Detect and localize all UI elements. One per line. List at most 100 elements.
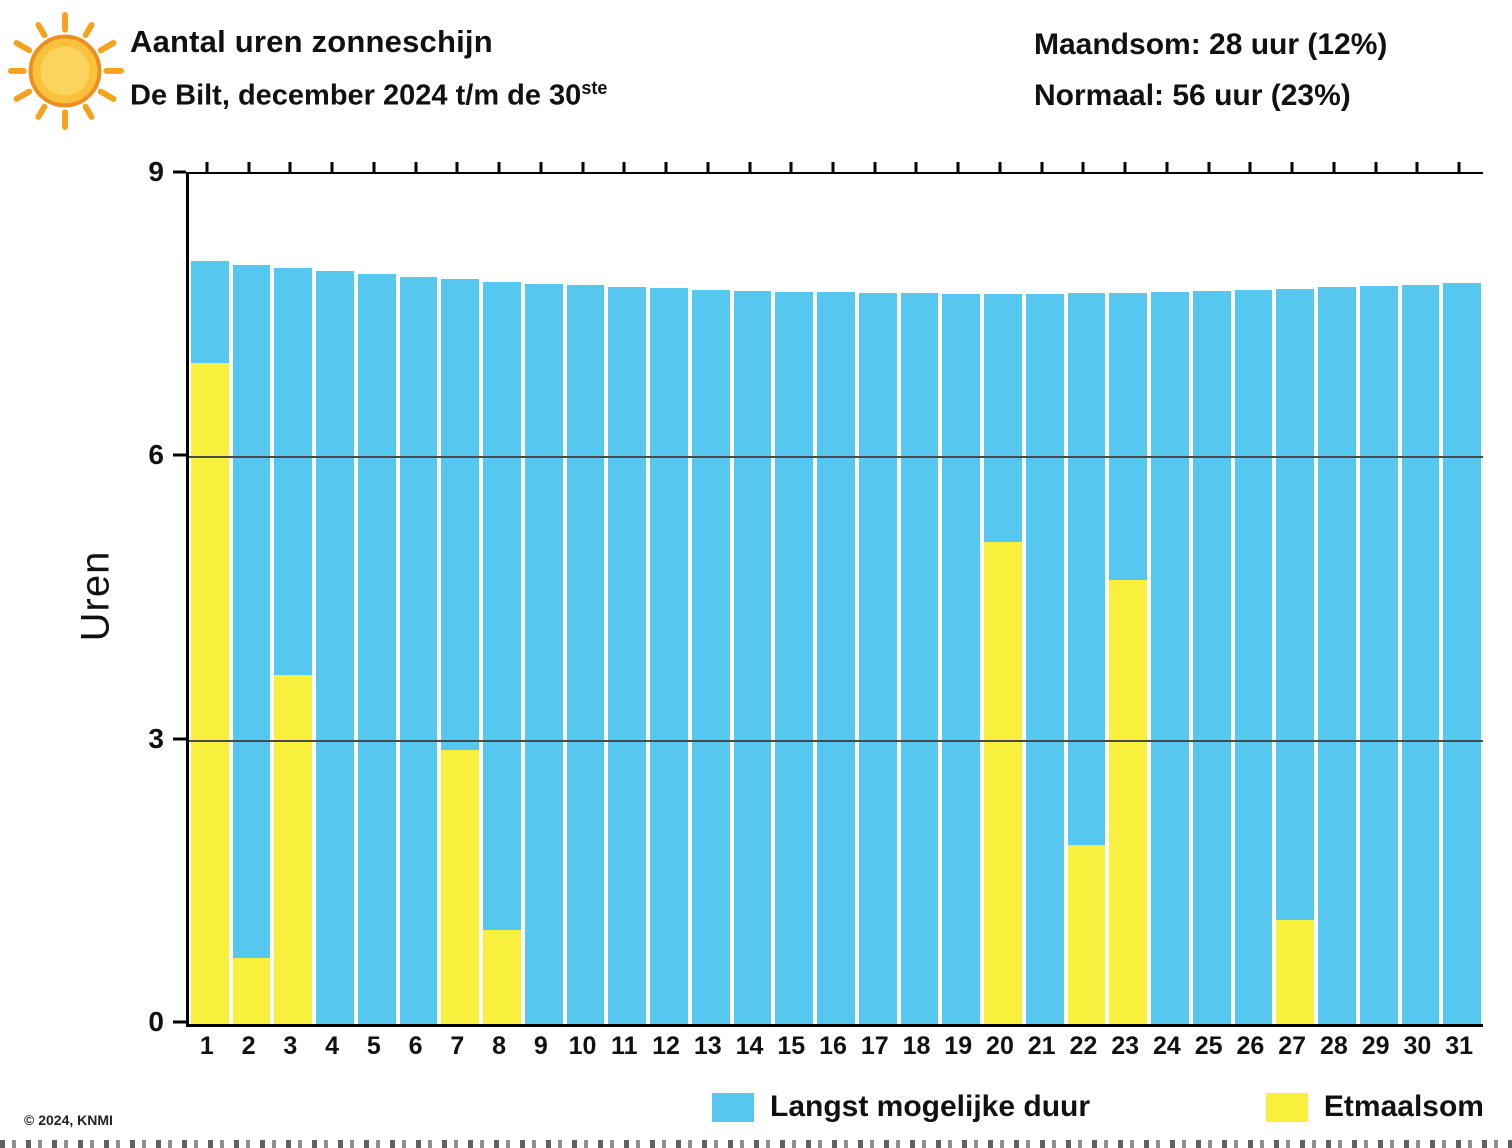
top-axis-tick: [956, 162, 960, 172]
x-tick-label-23: 23: [1111, 1032, 1140, 1060]
bar-slot-day-28: [1316, 174, 1358, 1024]
x-tick-label-28: 28: [1319, 1032, 1348, 1060]
bar-slot-day-30: [1400, 174, 1442, 1024]
top-axis-tick: [330, 162, 334, 172]
x-axis-labels: 1 2 3 4 5 6 7 8 9 10 11 12 13 14 15 16 17 18 19 20 21 22 23 24 2…: [186, 1032, 1480, 1066]
copyright-text: © 2024, KNMI: [24, 1112, 113, 1128]
top-axis-tick: [873, 162, 877, 172]
stat-normaal: Normaal: 56 uur (23%): [1034, 79, 1351, 112]
bar-slot-day-15: [773, 174, 815, 1024]
y-tick-label-0: 0: [148, 1006, 164, 1037]
bar-slot-day-6: [398, 174, 440, 1024]
x-tick-label-18: 18: [902, 1032, 931, 1060]
y-axis-tick: [173, 737, 186, 741]
legend-item-etmaalsom: Etmaalsom: [1265, 1090, 1484, 1124]
gridline-6: [189, 456, 1483, 459]
x-tick-label-10: 10: [568, 1032, 597, 1060]
bar-slot-day-3: [272, 174, 314, 1024]
bar-slot-day-7: [439, 174, 481, 1024]
y-axis-tick: [173, 453, 186, 457]
top-axis-tick: [1040, 162, 1044, 172]
top-axis-tick: [1081, 162, 1085, 172]
x-tick-label-8: 8: [492, 1032, 506, 1060]
bar-langst-day-19: [942, 293, 981, 1024]
bar-etmaalsom-day-1: [191, 362, 229, 1024]
bar-langst-day-28: [1318, 287, 1356, 1024]
x-tick-label-22: 22: [1069, 1032, 1098, 1060]
top-axis-tick: [1332, 162, 1336, 172]
x-tick-label-14: 14: [735, 1032, 764, 1060]
bar-etmaalsom-day-27: [1276, 920, 1315, 1024]
top-axis-tick: [205, 162, 209, 172]
gridline-3: [189, 739, 1483, 742]
bar-slot-day-18: [899, 174, 941, 1024]
top-axis-tick: [706, 162, 710, 172]
y-axis-tick: [173, 1020, 186, 1024]
bar-slot-day-19: [940, 174, 982, 1024]
bar-slot-day-31: [1441, 174, 1483, 1024]
x-tick-label-25: 25: [1194, 1032, 1223, 1060]
bar-slot-day-10: [565, 174, 607, 1024]
bar-langst-day-31: [1443, 282, 1481, 1024]
top-axis-tick: [998, 162, 1002, 172]
top-axis-tick: [455, 162, 459, 172]
y-axis: 0 3 6 9: [110, 158, 186, 1036]
x-tick-label-20: 20: [986, 1032, 1014, 1060]
bar-slot-day-8: [481, 174, 523, 1024]
sun-icon-svg: [7, 11, 124, 130]
top-axis-tick: [1457, 162, 1461, 172]
bar-slot-day-23: [1107, 174, 1149, 1024]
top-axis-tick: [831, 162, 835, 172]
y-tick-label-3: 3: [148, 722, 164, 754]
bar-slot-day-2: [231, 174, 273, 1024]
x-tick-label-9: 9: [533, 1032, 548, 1060]
bar-langst-day-15: [775, 292, 814, 1024]
bar-etmaalsom-day-8: [483, 929, 521, 1024]
top-axis-tick: [1415, 162, 1419, 172]
x-tick-label-26: 26: [1236, 1032, 1265, 1060]
legend-label-etmaalsom: Etmaalsom: [1323, 1090, 1484, 1123]
bar-slot-day-27: [1274, 174, 1316, 1024]
bar-slot-day-16: [815, 174, 857, 1024]
top-axis-tick: [372, 162, 376, 172]
y-tick-label-6: 6: [148, 439, 164, 471]
top-axis-tick: [1207, 162, 1211, 172]
legend: Langst mogelijke duur Etmaalsom: [712, 1090, 1484, 1124]
top-axis-tick: [1123, 162, 1127, 172]
bar-langst-day-11: [608, 287, 647, 1024]
x-tick-label-24: 24: [1153, 1032, 1181, 1060]
bar-slot-day-24: [1149, 174, 1191, 1024]
bar-slot-day-11: [606, 174, 648, 1024]
legend-swatch-yellow: [1265, 1092, 1308, 1122]
top-axis-tick: [581, 162, 585, 172]
chart-subtitle: De Bilt, december 2024 t/m de 30ste: [130, 78, 607, 113]
bar-slot-day-21: [1024, 174, 1066, 1024]
title-block: Aantal uren zonneschijn De Bilt, decembe…: [130, 24, 607, 113]
bar-langst-day-16: [817, 292, 855, 1024]
top-axis-tick: [1165, 162, 1169, 172]
top-axis-tick: [748, 162, 752, 172]
x-tick-label-3: 3: [283, 1032, 298, 1060]
top-axis-tick: [1374, 162, 1378, 172]
top-axis-tick: [247, 162, 251, 172]
x-tick-label-7: 7: [450, 1032, 465, 1060]
x-tick-label-19: 19: [944, 1032, 973, 1060]
bar-slot-day-13: [690, 174, 732, 1024]
bar-etmaalsom-day-23: [1109, 580, 1148, 1024]
x-tick-label-5: 5: [366, 1032, 381, 1060]
bar-langst-day-27: [1276, 289, 1315, 1024]
bar-langst-day-12: [650, 288, 688, 1024]
bar-langst-day-9: [524, 283, 563, 1024]
bar-slot-day-17: [857, 174, 899, 1024]
bar-langst-day-25: [1192, 291, 1231, 1024]
plot-area: [186, 172, 1483, 1027]
x-tick-label-1: 1: [199, 1032, 214, 1060]
bar-langst-day-2: [232, 264, 271, 1024]
top-axis-tick: [288, 162, 292, 172]
x-tick-label-16: 16: [819, 1032, 847, 1060]
bar-langst-day-18: [900, 293, 939, 1024]
chart-subtitle-text: De Bilt, december 2024 t/m de 30: [130, 79, 582, 112]
bar-etmaalsom-day-22: [1067, 844, 1106, 1024]
stat-maandsom: Maandsom: 28 uur (12%): [1034, 28, 1388, 61]
bar-slot-day-9: [523, 174, 565, 1024]
